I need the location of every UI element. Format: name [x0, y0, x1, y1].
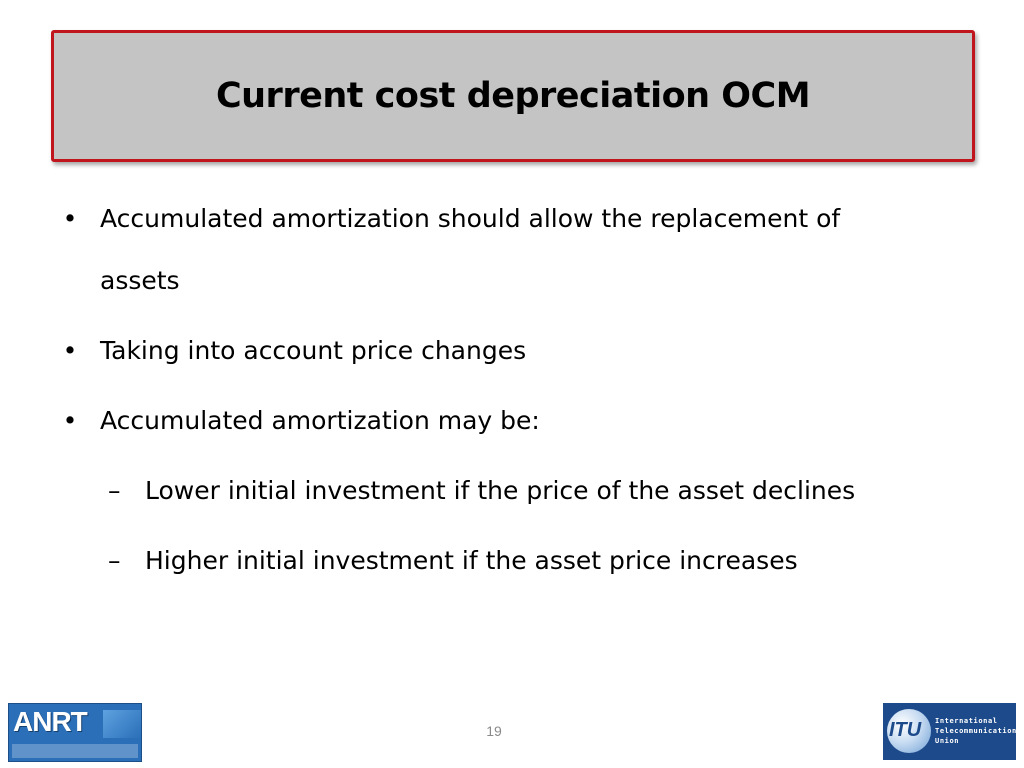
bullet-marker: •	[62, 336, 78, 365]
bullet-item: • Accumulated amortization should allow …	[60, 188, 960, 312]
sub-bullet-item: – Lower initial investment if the price …	[60, 460, 960, 522]
itu-logo-line-1: International	[935, 717, 998, 725]
anrt-logo: ANRT	[8, 703, 142, 762]
itu-logo: ITU International Telecommunication Unio…	[883, 703, 1016, 760]
sub-bullet-text: Higher initial investment if the asset p…	[145, 546, 798, 575]
sub-bullet-marker: –	[108, 546, 121, 575]
sub-bullet-marker: –	[108, 476, 121, 505]
slide-content: • Accumulated amortization should allow …	[60, 188, 960, 600]
page-number: 19	[486, 723, 502, 739]
anrt-logo-text: ANRT	[13, 706, 88, 737]
sub-bullet-text: Lower initial investment if the price of…	[145, 476, 856, 505]
bullet-item: • Taking into account price changes	[60, 320, 960, 382]
bullet-text-continued: assets	[100, 266, 180, 295]
anrt-logo-stripe	[103, 710, 141, 738]
itu-logo-line-2: Telecommunication	[935, 727, 1016, 735]
itu-logo-letters: ITU	[889, 719, 922, 741]
itu-logo-text: International Telecommunication Union	[935, 716, 1016, 746]
slide-title-box: Current cost depreciation OCM	[51, 30, 975, 162]
bullet-text: Accumulated amortization may be:	[100, 406, 540, 435]
slide-title: Current cost depreciation OCM	[215, 76, 811, 116]
sub-bullet-item: – Higher initial investment if the asset…	[60, 530, 960, 592]
bullet-text: Taking into account price changes	[100, 336, 527, 365]
anrt-logo-arabic-band	[12, 744, 138, 758]
bullet-marker: •	[62, 204, 78, 233]
bullet-item: • Accumulated amortization may be:	[60, 390, 960, 452]
itu-logo-line-3: Union	[935, 737, 960, 745]
itu-globe-icon	[887, 709, 931, 753]
bullet-marker: •	[62, 406, 78, 435]
bullet-text: Accumulated amortization should allow th…	[100, 204, 841, 233]
